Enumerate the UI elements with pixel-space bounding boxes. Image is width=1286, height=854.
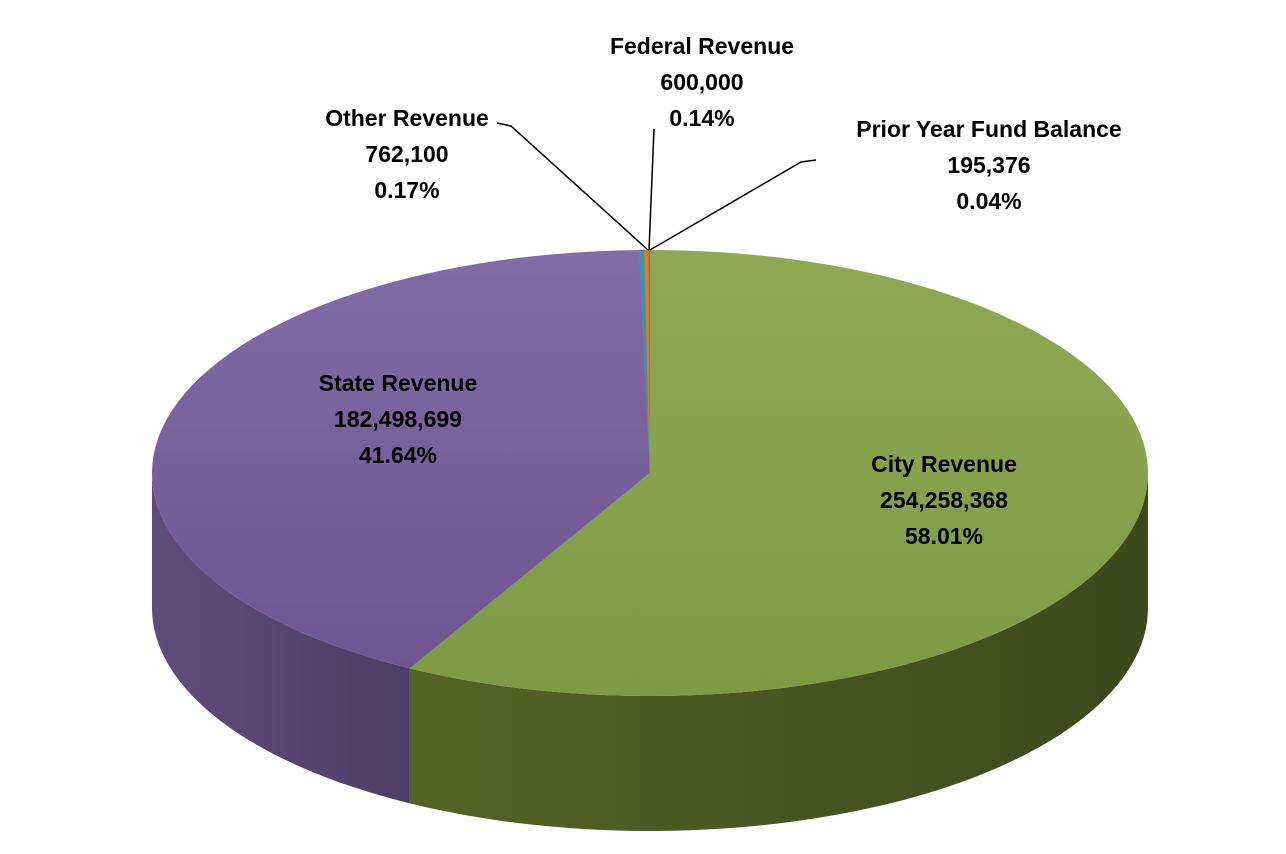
data-label-percent: 0.14% xyxy=(669,105,735,131)
leader-line-other-revenue xyxy=(496,122,649,251)
data-label-percent: 0.04% xyxy=(956,188,1022,214)
leader-line-federal-revenue xyxy=(648,128,655,251)
pie-slice-federal-revenue xyxy=(644,249,651,474)
data-label-other-revenue: Other Revenue 762,100 0.17% xyxy=(325,100,489,208)
leader-line-prior-year-fund-balance xyxy=(649,159,817,251)
data-label-value: 600,000 xyxy=(660,69,744,95)
data-label-category: State Revenue xyxy=(318,370,478,396)
data-label-value: 182,498,699 xyxy=(334,406,462,432)
pie-slice-city-revenue xyxy=(409,250,1148,696)
data-label-state-revenue: State Revenue 182,498,699 41.64% xyxy=(319,365,478,473)
pie-side-state-revenue xyxy=(152,473,410,804)
pie-slice-prior-year-fund-balance xyxy=(648,250,650,473)
data-label-percent: 58.01% xyxy=(904,523,983,549)
data-label-city-revenue: City Revenue 254,258,368 58.01% xyxy=(871,446,1017,554)
data-label-percent: 0.17% xyxy=(374,177,440,203)
data-label-percent: 41.64% xyxy=(358,442,438,468)
data-label-category: Prior Year Fund Balance xyxy=(856,116,1122,142)
data-label-value: 762,100 xyxy=(365,141,449,167)
data-label-federal-revenue: Federal Revenue 600,000 0.14% xyxy=(610,28,794,136)
data-label-value: 254,258,368 xyxy=(880,487,1008,513)
data-label-prior-year-fund-balance: Prior Year Fund Balance 195,376 0.04% xyxy=(856,111,1121,219)
data-label-category: Federal Revenue xyxy=(609,33,795,59)
data-label-category: Other Revenue xyxy=(325,105,489,131)
data-label-category: City Revenue xyxy=(871,451,1017,477)
pie-slice-state-revenue xyxy=(151,250,650,669)
pie-side-city-revenue xyxy=(409,473,1149,831)
data-label-value: 195,376 xyxy=(947,152,1031,178)
